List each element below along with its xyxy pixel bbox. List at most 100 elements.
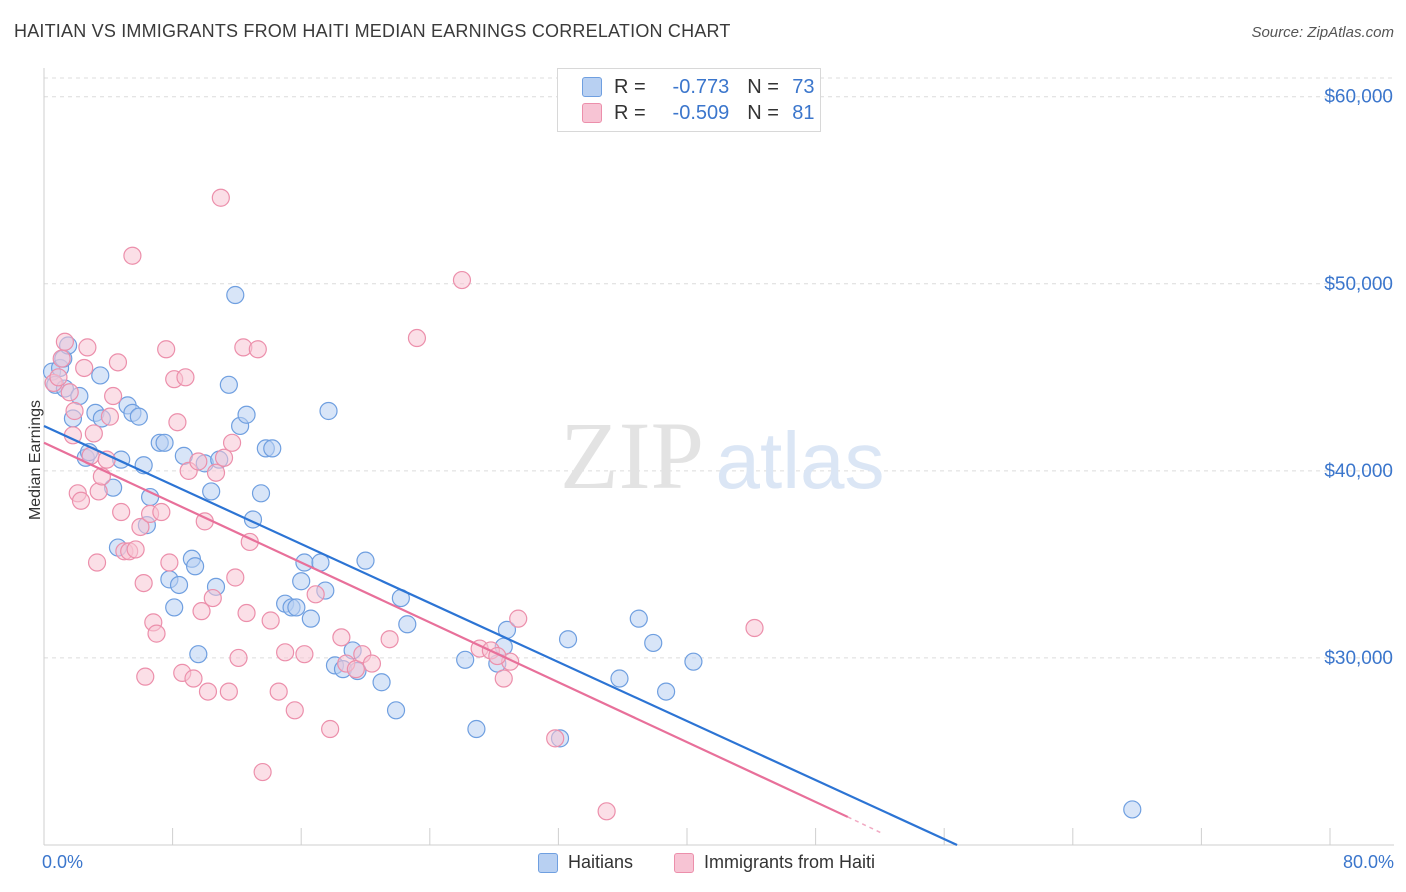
immigrants-point <box>253 762 272 782</box>
immigrants-point <box>126 540 145 559</box>
haitians-point <box>610 669 629 688</box>
haitians-point <box>287 598 306 617</box>
haitians-point <box>558 630 578 649</box>
immigrants-points <box>44 188 764 821</box>
immigrants-point <box>147 624 166 643</box>
haitians-point <box>186 557 205 576</box>
immigrants-point <box>321 719 340 739</box>
immigrants-point <box>100 407 120 426</box>
immigrants-point <box>55 332 74 351</box>
legend-n-label: N = <box>747 75 779 98</box>
trend-lines <box>43 424 958 846</box>
immigrants-point <box>276 643 295 662</box>
immigrants-point <box>494 669 513 688</box>
y-tick-labels: $30,000 $40,000 $50,000 $60,000 <box>1324 87 1393 669</box>
legend-row-immigrants: R = -0.509 N = 81 <box>582 100 815 126</box>
immigrants-point <box>206 463 226 482</box>
haitians-point <box>226 285 245 305</box>
y-tick-label: $50,000 <box>1324 274 1393 295</box>
haitians-point <box>301 609 320 628</box>
immigrants-trend-extension <box>847 816 884 835</box>
legend-swatch-pink <box>582 103 602 123</box>
immigrants-point <box>452 270 472 290</box>
legend-item-immigrants[interactable]: Immigrants from Haiti <box>674 852 875 873</box>
haitians-point <box>467 719 486 739</box>
gridlines <box>44 77 1394 659</box>
legend-swatch-pink <box>674 852 694 873</box>
haitians-point <box>456 650 475 669</box>
legend-swatch-blue <box>582 77 602 97</box>
immigrants-point <box>546 729 565 748</box>
haitians-point <box>1123 800 1142 819</box>
immigrants-point <box>136 667 155 686</box>
immigrants-point <box>112 502 131 522</box>
immigrants-point <box>211 188 230 207</box>
immigrants-point <box>168 413 187 432</box>
y-tick-label: $40,000 <box>1324 461 1393 482</box>
immigrants-point <box>198 682 218 701</box>
immigrants-point <box>362 654 382 673</box>
immigrants-point <box>192 602 211 621</box>
haitians-point <box>165 598 184 617</box>
haitians-point <box>319 401 338 421</box>
immigrants-point <box>152 502 171 522</box>
legend-label-immigrants: Immigrants from Haiti <box>704 852 876 872</box>
immigrants-point <box>134 573 153 593</box>
legend-r-value: -0.509 <box>672 101 730 124</box>
y-tick-label: $60,000 <box>1324 87 1393 108</box>
source-attribution: Source: ZipAtlas.com <box>1251 24 1394 41</box>
immigrants-point <box>332 628 351 647</box>
haitians-point <box>629 609 648 628</box>
immigrants-point <box>745 618 764 638</box>
haitians-point <box>292 572 311 591</box>
y-tick-label: $30,000 <box>1324 648 1393 669</box>
legend-item-haitians[interactable]: Haitians <box>538 852 633 873</box>
haitians-point <box>398 615 417 634</box>
legend-n-value: 81 <box>792 101 815 124</box>
haitians-point <box>219 375 238 394</box>
immigrants-point <box>189 452 208 471</box>
immigrants-point <box>285 701 304 720</box>
chart-title: HAITIAN VS IMMIGRANTS FROM HAITI MEDIAN … <box>14 21 731 41</box>
legend-n-value: 73 <box>792 75 815 98</box>
immigrants-point <box>157 340 176 359</box>
series-legend: Haitians Immigrants from Haiti <box>0 852 1406 878</box>
immigrants-point <box>87 553 107 572</box>
immigrants-point <box>269 682 288 701</box>
immigrants-point <box>407 328 427 348</box>
immigrants-point <box>123 246 142 265</box>
immigrants-point <box>104 386 123 406</box>
immigrants-point <box>78 338 97 357</box>
legend-n-label: N = <box>747 101 779 124</box>
haitians-point <box>657 682 676 701</box>
haitians-point <box>169 575 189 595</box>
haitians-point <box>91 366 110 385</box>
immigrants-point <box>108 353 128 372</box>
immigrants-point <box>214 448 234 467</box>
x-tick-min: 0.0% <box>42 852 84 872</box>
immigrants-point <box>160 553 179 572</box>
immigrants-point <box>84 424 103 443</box>
immigrants-point <box>295 645 314 664</box>
watermark-atlas: atlas <box>716 416 885 505</box>
immigrants-trend-line <box>43 441 849 818</box>
immigrants-point <box>60 383 79 402</box>
immigrants-point <box>65 401 84 421</box>
legend-r-label: R = <box>614 101 646 124</box>
immigrants-point <box>248 340 267 359</box>
haitians-point <box>129 407 148 426</box>
stats-legend: R = -0.773 N = 73 R = -0.509 N = 81 <box>557 68 821 132</box>
haitians-point <box>155 433 174 452</box>
haitians-point <box>237 405 256 424</box>
haitians-point <box>189 645 208 664</box>
immigrants-point <box>306 585 325 604</box>
immigrants-point <box>75 358 94 378</box>
immigrants-point <box>226 568 245 587</box>
immigrants-point <box>52 349 71 368</box>
haitians-trend-line <box>43 424 958 846</box>
immigrants-point <box>509 609 528 628</box>
immigrants-point <box>49 368 68 387</box>
haitians-points <box>42 285 1142 819</box>
immigrants-point <box>222 433 242 452</box>
